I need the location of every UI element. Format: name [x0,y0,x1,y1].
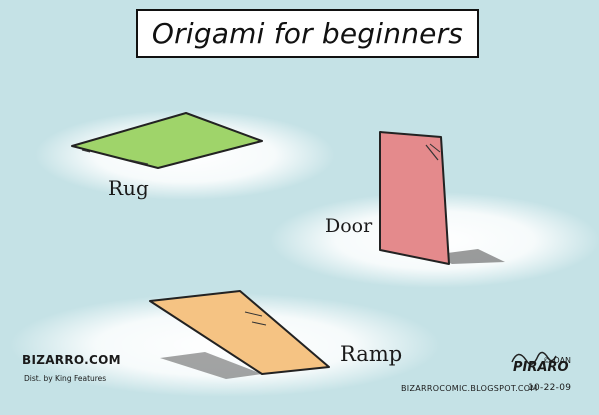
bizarro-logo: BIZARRO.COM [22,353,121,367]
door-label: Door [325,215,373,237]
copyright-mark: © DAN [543,356,572,365]
title-box: Origami for beginners [136,9,479,58]
door-shadow [432,249,505,264]
rug-paper [71,112,263,169]
ramp-paper [149,290,330,375]
door-paper [379,131,450,265]
rug-fold-mark [129,159,149,165]
distribution-credit: Dist. by King Features [24,374,107,383]
comic-date: 10-22-09 [528,383,572,393]
comic-title: Origami for beginners [151,17,464,50]
ramp-label: Ramp [340,342,403,366]
artist-signature: PIRARO [513,360,569,375]
signature-scribble [511,351,557,365]
rug-label: Rug [108,176,149,200]
blog-url: BIZARROCOMIC.BLOGSPOT.COM [401,384,538,393]
ramp-shadow [160,352,262,379]
